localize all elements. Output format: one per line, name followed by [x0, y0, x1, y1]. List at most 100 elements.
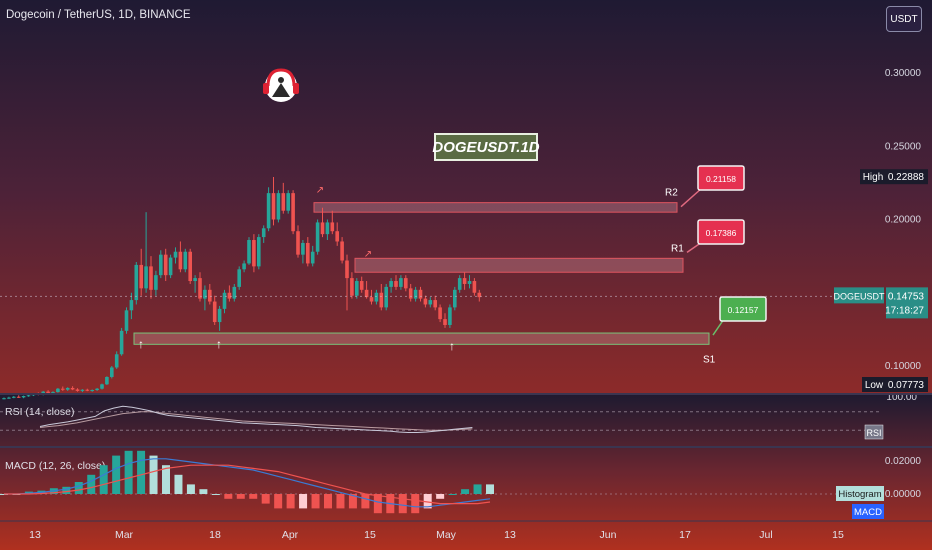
macd-histogram-bar [411, 494, 420, 514]
candle-body [222, 292, 227, 309]
macd-histogram-bar [74, 482, 83, 494]
candle-body [178, 251, 183, 270]
candle-body [369, 297, 374, 302]
x-tick-label: Mar [115, 529, 134, 541]
candle-body [423, 298, 428, 305]
high-value-tag [886, 169, 928, 185]
candle-body [159, 254, 163, 276]
candle-body [75, 389, 80, 391]
candle-body [433, 300, 437, 308]
candle-body [149, 266, 153, 290]
candle-body [306, 242, 310, 264]
y-tick-label: 0.25000 [885, 141, 922, 152]
candle-body [374, 292, 379, 302]
x-tick-label: 17 [679, 529, 691, 541]
candle-body [70, 387, 75, 390]
candle-body [364, 289, 369, 298]
candle-body [477, 292, 482, 298]
macd-histogram-bar [112, 455, 121, 494]
candle-body [399, 278, 403, 287]
candle-body [203, 289, 207, 299]
candle-body [154, 275, 158, 290]
flag-marker-icon: ↗ [316, 185, 324, 196]
candle-body [467, 281, 472, 284]
candle-body [100, 384, 104, 389]
candle-body [296, 231, 300, 255]
candle-body [163, 254, 168, 276]
support-touch-arrow: ↑ [449, 339, 455, 353]
symbol-tag [834, 287, 884, 304]
candle-body [404, 278, 408, 289]
y-tick-label: 0.30000 [885, 68, 922, 79]
candle-body [21, 396, 26, 398]
macd-histogram-bar [87, 474, 96, 494]
y-tick-label: 0.20000 [885, 215, 922, 226]
macd-histogram-bar [174, 474, 183, 494]
histogram-badge [836, 486, 884, 501]
candle-body [129, 300, 134, 311]
callout-box-s1[interactable] [719, 296, 767, 322]
candle-body [453, 289, 457, 308]
candle-body [242, 263, 246, 270]
macd-histogram-bar [124, 450, 133, 494]
macd-histogram-bar [486, 484, 494, 494]
candle-body [198, 278, 202, 299]
macd-histogram-bar [324, 494, 332, 509]
macd-histogram-bar [186, 484, 195, 494]
headphones-robot-icon [258, 63, 304, 109]
x-tick-label: Jun [600, 529, 617, 541]
rsi-badge-label: RSI [866, 428, 881, 438]
candle-body [105, 376, 109, 385]
candle-body [90, 390, 94, 392]
candle-body [257, 237, 261, 267]
candle-body [320, 222, 325, 235]
macd-histogram-bar [461, 489, 470, 494]
macd-badge [852, 504, 884, 519]
candle-body [359, 281, 364, 290]
currency-button[interactable]: USDT [886, 6, 922, 32]
last-price-tag [886, 287, 928, 319]
candle-body [462, 278, 467, 284]
zone-s1[interactable] [133, 332, 710, 345]
candle-body [350, 278, 354, 296]
macd-histogram-bar [423, 494, 432, 509]
x-tick-label: 13 [29, 529, 41, 541]
macd-histogram-bar [236, 494, 245, 499]
candle-body [310, 251, 315, 264]
high-value: 0.22888 [888, 172, 925, 183]
candle-body [168, 257, 173, 276]
macd-histogram-bar [448, 494, 457, 495]
high-tag [860, 169, 886, 185]
candle-body [114, 354, 119, 368]
candle-body [413, 289, 418, 299]
candle-body [276, 193, 281, 220]
candle-body [247, 240, 251, 264]
candle-body [110, 367, 114, 377]
callout-box-r2[interactable] [697, 165, 745, 191]
callout-box-r1[interactable] [697, 219, 745, 245]
candle-body [408, 288, 413, 299]
macd-histogram-bar [274, 494, 283, 509]
flag-marker-icon: ↗ [364, 249, 372, 260]
macd-histogram-bar [149, 455, 158, 494]
candle-body [428, 300, 433, 305]
candle-body [56, 388, 60, 393]
macd-y-tick: 0.02000 [885, 456, 922, 467]
candle-body [80, 389, 85, 391]
macd-histogram-bar [299, 494, 308, 509]
candle-body [119, 330, 124, 355]
low-value: 0.07773 [888, 380, 925, 391]
zone-r1[interactable] [354, 257, 684, 273]
symbol-title: Dogecoin / TetherUS, 1D, BINANCE [6, 9, 191, 21]
candle-body [252, 240, 256, 267]
zone-r2[interactable] [313, 202, 678, 213]
macd-histogram-bar [336, 494, 345, 509]
macd-histogram-bar [473, 484, 482, 494]
candle-body [355, 281, 359, 296]
macd-histogram-bar [361, 494, 370, 509]
zone-label-r2: R2 [665, 188, 678, 199]
macd-histogram-bar [162, 465, 170, 494]
rsi-badge [864, 424, 884, 440]
